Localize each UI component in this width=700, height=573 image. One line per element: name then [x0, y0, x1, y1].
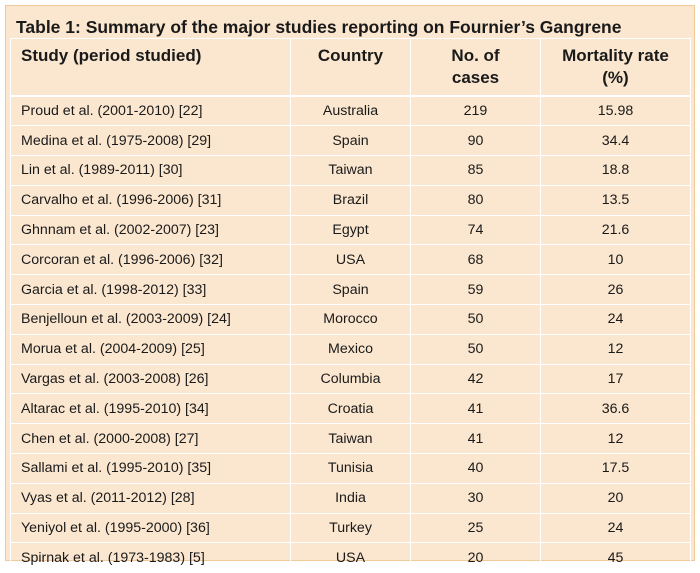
table-row: Vargas et al. (2003-2008) [26] Columbia … [10, 363, 691, 395]
cell-cases: 41 [410, 423, 541, 455]
cell-study: Lin et al. (1989-2011) [30] [10, 155, 291, 186]
cell-country: Mexico [290, 333, 411, 365]
cell-mortality: 36.6 [540, 393, 691, 425]
cell-cases: 80 [410, 184, 541, 216]
table-row: Yeniyol et al. (1995-2000) [36] Turkey 2… [10, 512, 691, 544]
table-row: Spirnak et al. (1973-1983) [5] USA 20 45 [10, 542, 691, 573]
cell-study: Benjelloun et al. (2003-2009) [24] [10, 304, 291, 335]
header-mortality-label-line2: (%) [602, 68, 629, 87]
cell-study: Ghnnam et al. (2002-2007) [23] [10, 214, 291, 246]
header-cases-label-line2: cases [451, 68, 500, 87]
cell-mortality: 12 [540, 423, 691, 455]
cell-mortality: 21.6 [540, 214, 691, 246]
cell-cases: 40 [410, 453, 541, 484]
cell-cases: 59 [410, 274, 541, 306]
cell-mortality: 18.8 [540, 155, 691, 186]
cell-country: Tunisia [290, 453, 411, 484]
table-row: Vyas et al. (2011-2012) [28] India 30 20 [10, 482, 691, 514]
cell-country: Columbia [290, 363, 411, 395]
cell-study: Vargas et al. (2003-2008) [26] [10, 363, 291, 395]
cell-cases: 74 [410, 214, 541, 246]
cell-study: Carvalho et al. (1996-2006) [31] [10, 184, 291, 216]
header-country: Country [290, 38, 411, 96]
cell-cases: 20 [410, 542, 541, 573]
cell-country: Spain [290, 125, 411, 157]
table-row: Garcia et al. (1998-2012) [33] Spain 59 … [10, 274, 691, 306]
table-body: Proud et al. (2001-2010) [22] Australia … [10, 94, 691, 573]
cell-mortality: 24 [540, 304, 691, 335]
cell-cases: 50 [410, 304, 541, 335]
cell-study: Sallami et al. (1995-2010) [35] [10, 453, 291, 484]
cell-study: Garcia et al. (1998-2012) [33] [10, 274, 291, 306]
cell-mortality: 17.5 [540, 453, 691, 484]
cell-mortality: 15.98 [540, 94, 691, 127]
cell-country: Morocco [290, 304, 411, 335]
cell-mortality: 26 [540, 274, 691, 306]
cell-cases: 219 [410, 94, 541, 127]
header-cases-label-line1: No. of [451, 46, 500, 65]
cell-study: Medina et al. (1975-2008) [29] [10, 125, 291, 157]
table-row: Lin et al. (1989-2011) [30] Taiwan 85 18… [10, 155, 691, 186]
cell-mortality: 13.5 [540, 184, 691, 216]
cell-country: USA [290, 244, 411, 276]
table-row: Altarac et al. (1995-2010) [34] Croatia … [10, 393, 691, 425]
cell-country: Taiwan [290, 423, 411, 455]
table-header-row: Study (period studied) Country No. of ca… [10, 38, 691, 96]
table-row: Corcoran et al. (1996-2006) [32] USA 68 … [10, 244, 691, 276]
cell-mortality: 17 [540, 363, 691, 395]
cell-study: Yeniyol et al. (1995-2000) [36] [10, 512, 291, 544]
header-country-label: Country [317, 46, 384, 65]
header-mortality-label-line1: Mortality rate [562, 46, 669, 65]
cell-cases: 25 [410, 512, 541, 544]
header-study: Study (period studied) [10, 38, 291, 96]
table-row: Carvalho et al. (1996-2006) [31] Brazil … [10, 184, 691, 216]
cell-cases: 85 [410, 155, 541, 186]
header-study-label: Study (period studied) [21, 46, 202, 65]
cell-study: Chen et al. (2000-2008) [27] [10, 423, 291, 455]
cell-cases: 90 [410, 125, 541, 157]
cell-country: Taiwan [290, 155, 411, 186]
cell-study: Morua et al. (2004-2009) [25] [10, 333, 291, 365]
cell-study: Proud et al. (2001-2010) [22] [10, 94, 291, 127]
cell-mortality: 34.4 [540, 125, 691, 157]
table-caption: Table 1: Summary of the major studies re… [16, 17, 622, 37]
cell-mortality: 45 [540, 542, 691, 573]
cell-study: Spirnak et al. (1973-1983) [5] [10, 542, 291, 573]
cell-mortality: 10 [540, 244, 691, 276]
cell-cases: 30 [410, 482, 541, 514]
cell-study: Corcoran et al. (1996-2006) [32] [10, 244, 291, 276]
cell-country: USA [290, 542, 411, 573]
cell-mortality: 12 [540, 333, 691, 365]
cell-study: Vyas et al. (2011-2012) [28] [10, 482, 291, 514]
table-row: Benjelloun et al. (2003-2009) [24] Moroc… [10, 304, 691, 335]
table-row: Chen et al. (2000-2008) [27] Taiwan 41 1… [10, 423, 691, 455]
cell-country: Brazil [290, 184, 411, 216]
table-row: Morua et al. (2004-2009) [25] Mexico 50 … [10, 333, 691, 365]
header-mortality: Mortality rate (%) [540, 38, 691, 96]
cell-cases: 41 [410, 393, 541, 425]
cell-cases: 42 [410, 363, 541, 395]
table-row: Proud et al. (2001-2010) [22] Australia … [10, 94, 691, 127]
studies-table: Study (period studied) Country No. of ca… [10, 38, 691, 573]
cell-mortality: 24 [540, 512, 691, 544]
cell-country: Egypt [290, 214, 411, 246]
cell-cases: 68 [410, 244, 541, 276]
cell-country: Australia [290, 94, 411, 127]
cell-mortality: 20 [540, 482, 691, 514]
header-cases: No. of cases [410, 38, 541, 96]
table-row: Sallami et al. (1995-2010) [35] Tunisia … [10, 453, 691, 484]
cell-country: Spain [290, 274, 411, 306]
table-panel: Table 1: Summary of the major studies re… [5, 5, 695, 573]
table-row: Ghnnam et al. (2002-2007) [23] Egypt 74 … [10, 214, 691, 246]
cell-country: Croatia [290, 393, 411, 425]
cell-country: Turkey [290, 512, 411, 544]
table-row: Medina et al. (1975-2008) [29] Spain 90 … [10, 125, 691, 157]
cell-study: Altarac et al. (1995-2010) [34] [10, 393, 291, 425]
cell-cases: 50 [410, 333, 541, 365]
cell-country: India [290, 482, 411, 514]
